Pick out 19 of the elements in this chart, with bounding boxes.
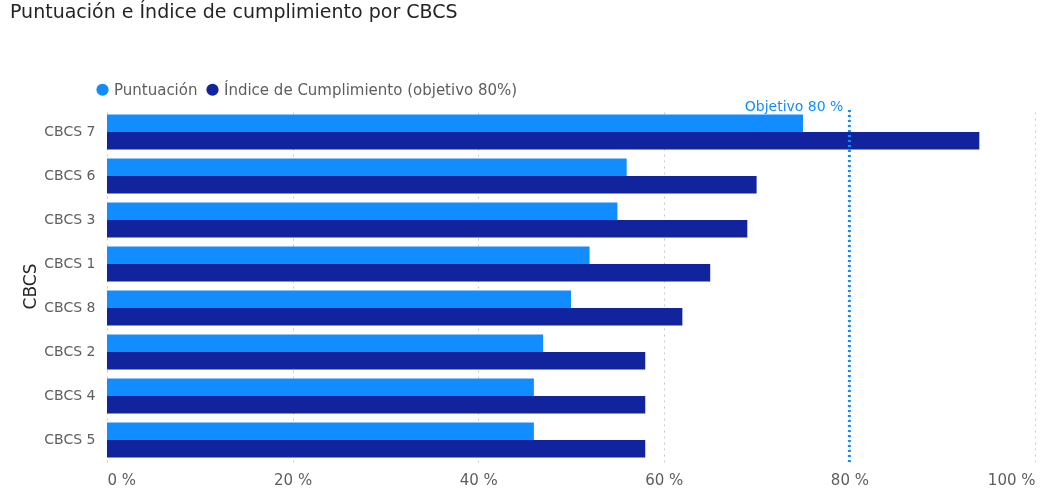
y-tick-label: CBCS 1 <box>44 255 96 271</box>
legend-label: Puntuación <box>114 80 198 99</box>
x-tick-label: 0 % <box>107 470 137 489</box>
y-tick-label: CBCS 4 <box>44 387 96 403</box>
y-tick-label: CBCS 8 <box>44 299 96 315</box>
y-tick-label: CBCS 3 <box>44 211 96 227</box>
x-tick-label: 20 % <box>274 470 313 489</box>
x-tick-label: 60 % <box>645 470 684 489</box>
y-tick-label: CBCS 6 <box>44 167 96 183</box>
y-axis-title: CBCS <box>20 263 41 310</box>
x-tick-label: 80 % <box>830 470 869 489</box>
y-tick-label: CBCS 7 <box>44 123 96 139</box>
legend-label: Índice de Cumplimiento (objetivo 80%) <box>224 79 518 99</box>
y-tick-label: CBCS 5 <box>44 431 96 447</box>
x-tick-label: 100 % <box>987 470 1036 489</box>
chart-title: Puntuación e Índice de cumplimiento por CBCS <box>10 0 458 22</box>
y-tick-label: CBCS 2 <box>44 343 96 359</box>
ref-line-label: Objetivo 80 % <box>744 98 844 114</box>
x-tick-label: 40 % <box>459 470 498 489</box>
